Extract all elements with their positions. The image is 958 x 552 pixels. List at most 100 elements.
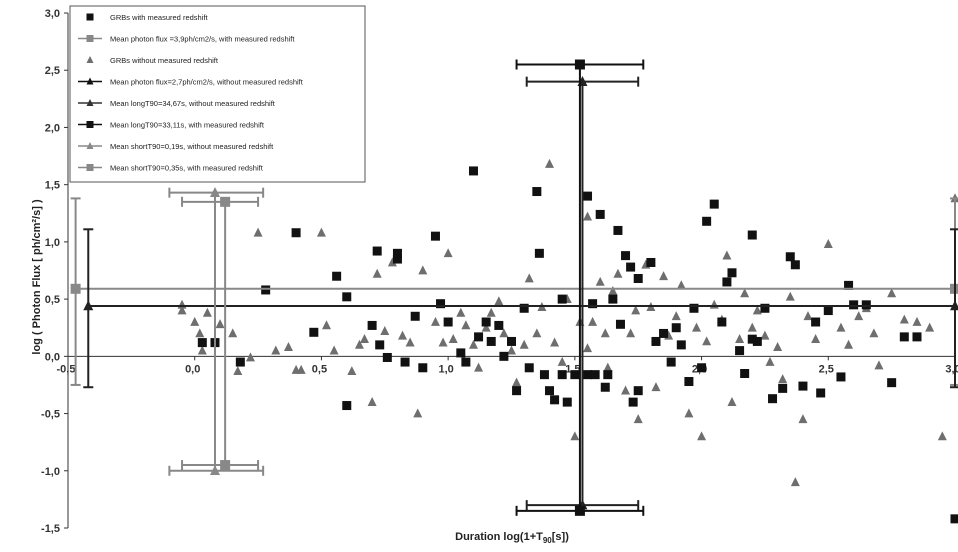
- point-with-redshift: [418, 363, 428, 373]
- point-without-redshift: [874, 360, 884, 370]
- point-with-redshift: [615, 319, 625, 329]
- point-with-redshift: [461, 357, 471, 367]
- mean-marker: [950, 300, 958, 311]
- point-without-redshift: [202, 307, 212, 317]
- legend-entry-label: Mean longT90=33,11s, with measured redsh…: [110, 121, 265, 130]
- point-with-redshift: [400, 357, 410, 367]
- point-without-redshift: [245, 352, 255, 362]
- point-with-redshift: [702, 216, 712, 226]
- point-without-redshift: [347, 366, 357, 376]
- point-without-redshift: [588, 316, 598, 326]
- point-without-redshift: [785, 291, 795, 301]
- point-with-redshift: [562, 397, 572, 407]
- point-without-redshift: [811, 334, 821, 344]
- point-without-redshift: [798, 414, 808, 424]
- point-without-redshift: [692, 322, 702, 332]
- point-without-redshift: [316, 227, 326, 237]
- point-with-redshift: [235, 357, 245, 367]
- point-with-redshift: [494, 320, 504, 330]
- point-with-redshift: [646, 257, 656, 267]
- point-with-redshift: [545, 386, 555, 396]
- mean-marker: [220, 460, 231, 471]
- point-without-redshift: [177, 305, 187, 315]
- point-without-redshift: [583, 343, 593, 353]
- point-with-redshift: [532, 187, 542, 197]
- point-without-redshift: [387, 257, 397, 267]
- point-without-redshift: [468, 339, 478, 349]
- legend-marker: [86, 99, 94, 106]
- point-without-redshift: [228, 328, 238, 338]
- point-with-redshift: [671, 323, 681, 333]
- legend-marker: [86, 35, 94, 42]
- point-with-redshift: [436, 299, 446, 309]
- point-with-redshift: [899, 332, 909, 342]
- point-with-redshift: [486, 336, 496, 346]
- point-with-redshift: [603, 370, 613, 380]
- data-points: [177, 158, 958, 524]
- mean-marker: [574, 505, 585, 516]
- legend-entry-label: Mean photon flux=2,7ph/cm2/s, without me…: [110, 78, 304, 87]
- point-with-redshift: [456, 348, 466, 358]
- point-with-redshift: [844, 280, 854, 290]
- point-without-redshift: [912, 316, 922, 326]
- point-with-redshift: [836, 372, 846, 382]
- point-with-redshift: [595, 209, 605, 219]
- point-without-redshift: [600, 328, 610, 338]
- y-axis-ticks: -1,5 -1,0 -0,5 0,0 0,5 1,0 1,5 2,0 2,5 3,0: [41, 8, 68, 535]
- legend-marker: [86, 77, 94, 85]
- point-without-redshift: [215, 319, 225, 329]
- point-without-redshift: [557, 356, 567, 366]
- point-without-redshift: [481, 322, 491, 332]
- error-bars: [70, 59, 958, 516]
- point-with-redshift: [410, 311, 420, 321]
- point-with-redshift: [717, 317, 727, 327]
- point-with-redshift: [861, 300, 871, 310]
- y-axis-label: log ( Photon Flux [ ph/cm²/s] ): [31, 199, 43, 355]
- point-with-redshift: [768, 394, 778, 404]
- point-with-redshift: [468, 166, 478, 176]
- legend-marker: [86, 164, 94, 171]
- point-without-redshift: [448, 334, 458, 344]
- x-tick-label: 2,5: [819, 363, 834, 375]
- point-with-redshift: [887, 378, 897, 388]
- point-without-redshift: [735, 334, 745, 344]
- point-without-redshift: [778, 374, 788, 384]
- point-with-redshift: [816, 388, 826, 398]
- point-without-redshift: [727, 396, 737, 406]
- point-without-redshift: [512, 377, 522, 387]
- point-with-redshift: [557, 370, 567, 380]
- point-without-redshift: [684, 408, 694, 418]
- x-axis-label: Duration log(1+T90[s]): [455, 531, 569, 545]
- point-with-redshift: [474, 332, 484, 342]
- point-without-redshift: [651, 382, 661, 392]
- point-with-redshift: [600, 382, 610, 392]
- mean-marker: [209, 465, 220, 476]
- point-with-redshift: [512, 386, 522, 396]
- point-without-redshift: [418, 265, 428, 275]
- point-without-redshift: [190, 316, 200, 326]
- mean-marker: [83, 300, 94, 311]
- y-tick-label: 0,5: [45, 294, 60, 306]
- point-with-redshift: [583, 370, 593, 380]
- point-without-redshift: [603, 362, 613, 372]
- point-without-redshift: [372, 268, 382, 278]
- point-with-redshift: [392, 248, 402, 258]
- point-with-redshift: [261, 285, 271, 295]
- y-tick-label: 2,5: [45, 65, 60, 77]
- point-without-redshift: [631, 305, 641, 315]
- point-with-redshift: [342, 292, 352, 302]
- mean-marker: [574, 59, 585, 70]
- point-with-redshift: [626, 262, 636, 272]
- point-with-redshift: [291, 228, 301, 238]
- point-without-redshift: [869, 328, 879, 338]
- legend-entry-label: GRBs with measured redshift: [110, 13, 208, 22]
- point-without-redshift: [253, 227, 263, 237]
- point-with-redshift: [785, 252, 795, 262]
- point-without-redshift: [790, 477, 800, 487]
- point-without-redshift: [621, 385, 631, 395]
- point-without-redshift: [499, 328, 509, 338]
- x-axis-ticks: -0,50,00,51,01,52,02,53,0: [57, 356, 958, 375]
- mean-marker: [220, 196, 231, 207]
- point-with-redshift: [499, 351, 509, 361]
- y-tick-label: 1,0: [45, 237, 60, 249]
